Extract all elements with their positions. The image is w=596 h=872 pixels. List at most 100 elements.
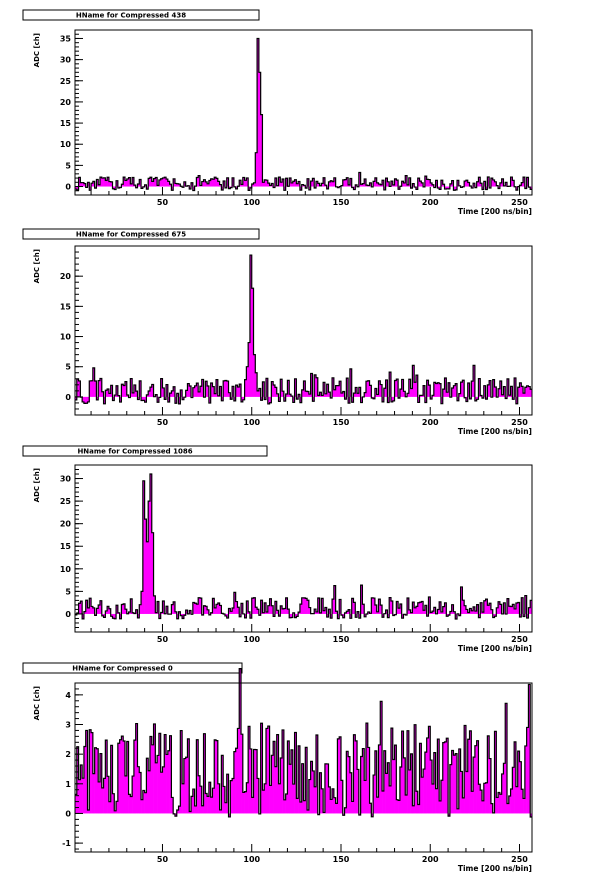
histogram-bar [526,727,529,814]
histogram-bars [75,255,533,404]
histogram-bar [316,377,319,397]
histogram-bar [162,177,165,187]
histogram-bar [91,606,94,614]
histogram-bar [198,391,201,397]
histogram-bar [249,255,253,397]
histogram-bar [166,179,169,187]
histogram-bar [82,182,85,187]
histogram-bar [298,394,301,397]
histogram-bar [130,378,133,397]
histogram-bar [146,758,149,814]
histogram-bar [210,612,213,614]
histogram-bar [155,177,158,187]
histogram-bar [228,813,231,817]
histogram-bar [476,181,479,187]
histogram-bar [451,387,454,397]
histogram-bar [260,723,263,814]
x-tick-label: 250 [511,418,528,427]
histogram-bar [110,745,113,814]
y-tick-label: -1 [62,839,71,848]
histogram-bar [442,742,445,814]
histogram-bar [314,609,317,614]
histogram-bar [435,383,438,397]
histogram-bar [292,181,295,187]
histogram-bar [439,601,442,614]
histogram-bar [523,177,526,187]
histogram-bar [212,179,215,187]
histogram-bar [101,787,104,814]
histogram-bar [137,396,140,400]
histogram-bar [307,178,310,187]
histogram-bar [282,178,285,187]
histogram-bar [408,609,411,614]
histogram-bar [451,180,454,187]
histogram-bar [107,177,110,187]
histogram-bar [199,786,203,814]
histogram-bar [249,613,253,619]
histogram-bar [185,610,188,614]
histogram-bar [116,180,119,187]
histogram-bar [448,813,451,817]
histogram-bar [464,725,467,814]
histogram-bar [464,181,467,187]
y-axis-label: ADC [ch] [33,468,41,502]
y-tick-label: 15 [60,302,72,311]
histogram-bar [226,381,229,397]
histogram-bar [78,177,81,187]
histogram-bar [482,800,485,814]
histogram-bar [89,380,92,397]
histogram-bar [471,381,474,397]
x-axis-label: Time [200 ns/bin] [458,864,532,872]
histogram-bar [94,747,97,814]
histogram-bar [91,380,94,397]
histogram-bar [389,372,392,397]
histogram-bar [510,606,513,614]
histogram-bar [96,748,99,814]
histogram-bar [301,389,304,397]
histogram-bar [141,396,144,401]
histogram-bar [344,396,347,400]
histogram-bar [385,773,388,814]
histogram-bar [119,396,122,403]
histogram-bar [207,609,210,614]
histogram-bar [371,597,374,614]
histogram-bar [108,801,112,814]
histogram-bar [198,775,201,814]
histogram-bar [346,378,349,397]
histogram-bar [226,613,229,619]
histogram-bar [340,393,344,397]
histogram-bar [383,388,386,397]
histogram-bar [226,774,229,814]
histogram-bar [499,604,502,614]
y-tick-label: 20 [60,98,72,107]
histogram-bar [380,384,383,397]
histogram-bar [312,396,315,402]
histogram-bar [282,729,285,814]
histogram-outline [75,668,532,818]
histogram-bar [182,396,185,400]
histogram-bar [433,607,436,614]
histogram-bar [310,181,313,187]
histogram-outline [75,473,532,620]
histogram-bar [262,790,265,814]
histogram-bar [469,396,472,399]
histogram-bar [239,384,242,397]
histogram-bar [358,613,361,619]
histogram-bar [112,186,115,189]
histogram-bar [157,601,160,614]
histogram-bar [357,769,360,814]
x-tick-label: 150 [333,855,350,864]
histogram-bar [119,739,122,814]
histogram-bar [353,186,356,190]
histogram-bar [485,396,488,400]
histogram-bar [349,178,352,187]
histogram-bar [501,773,504,814]
histogram-bar [346,177,349,187]
histogram-bar [462,600,465,614]
histogram-bar [223,380,226,397]
histogram-bar [440,180,444,187]
histogram-bar [258,72,261,187]
histogram-bar [458,613,461,616]
histogram-bar [510,386,513,397]
